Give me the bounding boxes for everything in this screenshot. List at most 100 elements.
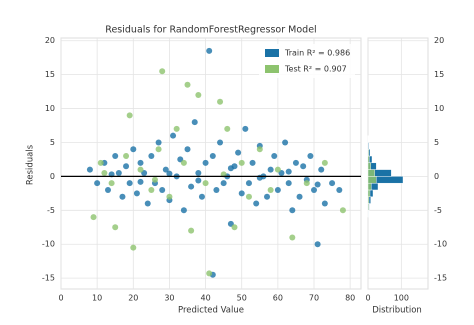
y-tick-label: 0 [50,172,55,181]
x-tick-label: 30 [164,294,174,303]
point [170,132,177,139]
hist-bar [367,189,371,197]
x-tick-label: 0 [58,294,63,303]
point [130,244,137,251]
point [271,153,278,160]
point [166,193,173,200]
point [198,193,205,200]
point [130,146,137,153]
y-tick-label: -5 [47,206,55,215]
point [188,227,195,234]
point [217,139,224,146]
point [213,186,220,193]
point [155,146,162,153]
point [339,207,346,214]
point [231,224,238,231]
point [296,193,303,200]
point [206,47,213,54]
hist-bar [367,162,371,170]
point [108,180,115,187]
point [148,186,155,193]
y-tick-label: -5 [434,206,442,215]
point [289,234,296,241]
y-tick-label: 20 [45,36,55,45]
point [97,159,104,166]
point [159,68,166,75]
point [321,200,328,207]
point [195,91,202,98]
point [126,112,133,119]
y-tick-label: 5 [434,138,439,147]
point [126,180,133,187]
point [267,186,274,193]
point [137,159,144,166]
point [253,200,260,207]
point [245,193,252,200]
point [133,190,140,197]
point [195,169,202,176]
point [267,166,274,173]
point [101,169,108,176]
point [264,193,271,200]
legend-swatch [265,65,279,73]
point [274,166,281,173]
hist-bar [367,196,370,204]
x-tick-label: 50 [237,294,247,303]
point [289,207,296,214]
plot-area [60,37,362,290]
point [303,180,310,187]
hist-bar [367,149,369,157]
y-tick-label: 10 [45,104,55,113]
point [318,166,325,173]
point [166,170,173,177]
point [184,81,191,88]
point [336,186,343,193]
point [307,153,314,160]
x-tick-label: 70 [309,294,319,303]
point [180,159,187,166]
y-tick-label: 15 [45,70,55,79]
y-tick-label: -10 [42,240,55,249]
x-axis-label: Predicted Value [178,306,244,316]
y-tick-label: 0 [434,172,439,181]
hist-bar [367,155,370,164]
y-tick-label: 15 [434,70,444,79]
point [321,159,328,166]
point [329,180,336,187]
x-tick-label: 60 [273,294,283,303]
chart-title: Residuals for RandomForestRegressor Mode… [105,25,316,36]
legend-label: Train R² = 0.986 [284,49,350,58]
point [227,165,234,172]
y-tick-label: 5 [50,138,55,147]
point [256,146,263,153]
point [90,214,97,221]
point [104,186,111,193]
point [162,166,169,173]
y-axis-label: Residuals [26,144,36,185]
point [180,207,187,214]
hist-bar [367,169,375,177]
point [137,178,144,185]
hist-x-axis-label: Distribution [372,306,422,316]
point [285,180,292,187]
point [184,146,191,153]
x-tick-label: 80 [345,294,355,303]
point [238,159,245,166]
point [195,177,202,184]
point [155,139,162,146]
point [202,159,209,166]
legend-label: Test R² = 0.907 [284,65,347,74]
point [191,119,198,126]
point [282,139,289,146]
point [123,153,130,160]
point [112,153,119,160]
point [115,169,122,176]
x-tick-label: 40 [200,294,210,303]
point [188,183,195,190]
point [159,186,166,193]
point [202,180,209,187]
point [314,241,321,248]
point [224,125,231,132]
point [314,181,321,188]
